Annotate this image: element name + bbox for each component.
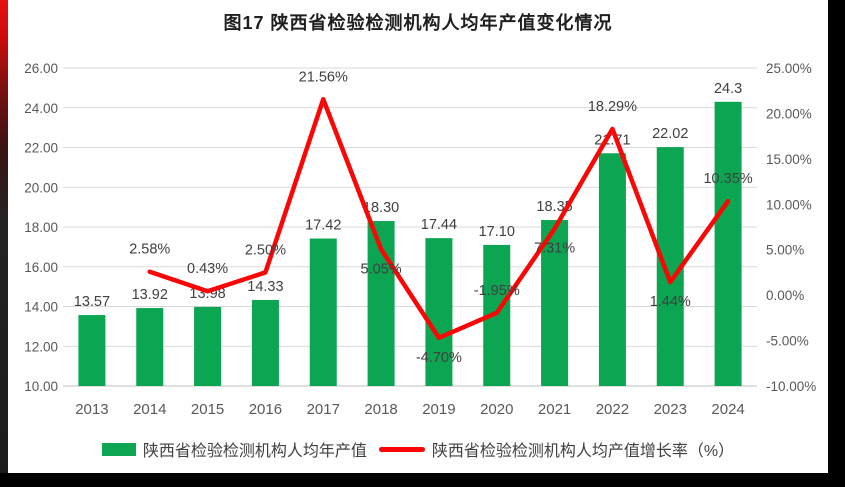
x-axis-label: 2017 [307,401,340,418]
legend-line-series-label: 陕西省检验检测机构人均产值增长率（%） [431,443,735,460]
chart-title: 图17 陕西省检验检测机构人均年产值变化情况 [223,13,613,33]
bar-value-label: 17.10 [479,224,515,240]
bar-value-label: 14.33 [247,279,283,295]
line-value-label: 0.43% [187,261,228,277]
left-axis-tick: 26.00 [24,61,58,76]
line-value-label: 18.29% [588,99,637,115]
bar-value-label: 24.3 [714,81,742,97]
legend-item-bar-series: 陕西省检验检测机构人均年产值 [101,437,367,461]
bar-2021 [541,220,569,386]
x-axis-label: 2019 [422,401,455,418]
legend-bar-series-label: 陕西省检验检测机构人均年产值 [142,443,367,460]
left-axis-tick: 18.00 [24,220,58,235]
line-value-label: -4.70% [416,350,462,366]
line-value-label: -1.95% [474,283,520,299]
bar-2014 [136,308,164,386]
chart-legend: 陕西省检验检测机构人均年产值 陕西省检验检测机构人均产值增长率（%） [8,437,828,461]
right-axis-tick: 15.00% [766,152,812,167]
page-right-edge-stripe [828,0,845,487]
page-left-edge-stripe [0,0,8,487]
bar-series-swatch-icon [101,442,136,456]
line-value-label: 1.44% [650,294,691,310]
x-axis-label: 2016 [249,401,282,418]
left-axis-tick: 12.00 [24,339,58,354]
right-axis-tick: 5.00% [766,243,804,258]
line-value-label: 7.31% [534,241,575,257]
left-axis-tick: 22.00 [24,141,58,156]
bar-2013 [78,315,106,386]
x-axis-label: 2018 [364,401,397,418]
right-axis-tick: 20.00% [766,106,812,121]
page-bottom-edge-stripe [0,473,845,487]
line-value-label: 2.58% [129,242,170,258]
right-axis-tick: 25.00% [766,61,812,76]
bar-2024 [714,101,742,386]
left-axis-tick: 14.00 [24,300,58,315]
left-axis-tick: 20.00 [24,180,58,195]
line-value-label: 10.35% [703,171,752,187]
right-axis-tick: -10.00% [766,379,816,394]
line-value-label: 21.56% [299,69,348,85]
x-axis-label: 2023 [654,401,687,418]
x-axis-label: 2013 [75,401,108,418]
line-value-label: 5.05% [361,261,402,277]
left-axis-tick: 24.00 [24,101,58,116]
bar-value-label: 13.92 [132,287,168,303]
bar-value-label: 17.44 [421,217,457,233]
x-axis-label: 2020 [480,401,513,418]
right-axis-tick: 0.00% [766,288,804,303]
x-axis-label: 2022 [596,401,629,418]
bar-value-label: 17.42 [305,218,341,234]
x-axis-label: 2024 [711,401,744,418]
legend-item-line-series: 陕西省检验检测机构人均产值增长率（%） [378,437,735,461]
bar-2017 [309,238,337,386]
left-axis-tick: 10.00 [24,379,58,394]
line-value-label: 2.50% [245,242,286,258]
right-axis-tick: 10.00% [766,197,812,212]
bar-value-label: 22.02 [652,126,688,142]
bar-value-label: 18.30 [363,200,399,216]
line-series-swatch-icon [378,446,425,452]
x-axis-label: 2021 [538,401,571,418]
bar-2015 [194,306,222,386]
x-axis-label: 2015 [191,401,224,418]
x-axis-label: 2014 [133,401,166,418]
bar-value-label: 13.57 [74,294,110,310]
right-axis-tick: -5.00% [766,334,809,349]
bar-2019 [425,238,453,386]
growth-rate-line [147,97,731,341]
bar-2016 [251,299,279,386]
bar-2022 [598,153,626,386]
left-axis-tick: 16.00 [24,260,58,275]
